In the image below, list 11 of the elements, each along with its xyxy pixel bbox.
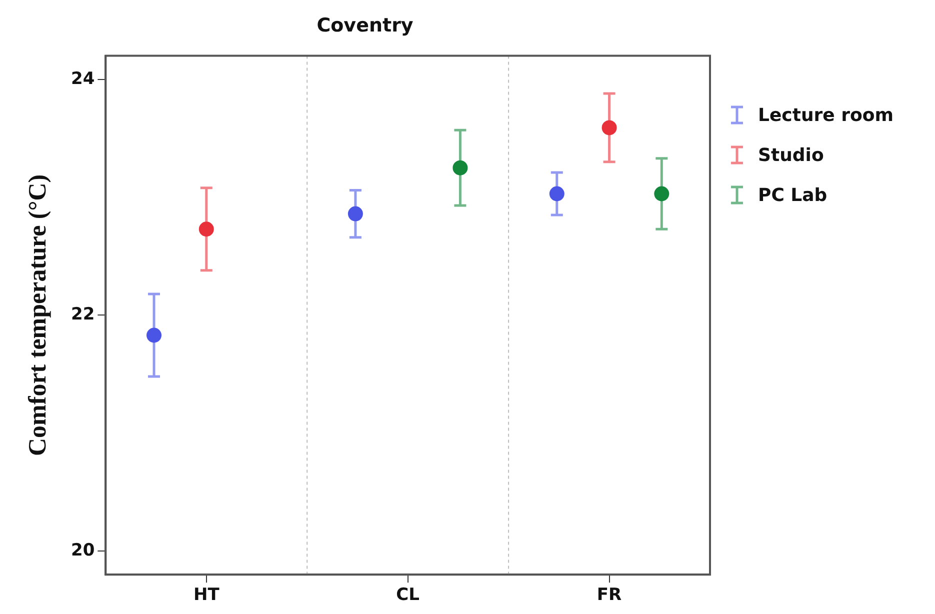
legend-label: Studio <box>758 144 824 166</box>
x-tick-label: FR <box>596 585 622 606</box>
y-tick-label: 22 <box>70 304 95 325</box>
y-axis-title: Comfort temperature (°C) <box>24 174 52 456</box>
x-tick-label: HT <box>193 585 220 606</box>
y-tick-label: 24 <box>70 68 95 89</box>
legend-label: Lecture room <box>758 104 894 126</box>
legend-label: PC Lab <box>758 184 828 206</box>
chart-title: Coventry <box>316 14 414 36</box>
y-tick-label: 20 <box>70 540 95 560</box>
x-tick-label: CL <box>396 585 420 606</box>
